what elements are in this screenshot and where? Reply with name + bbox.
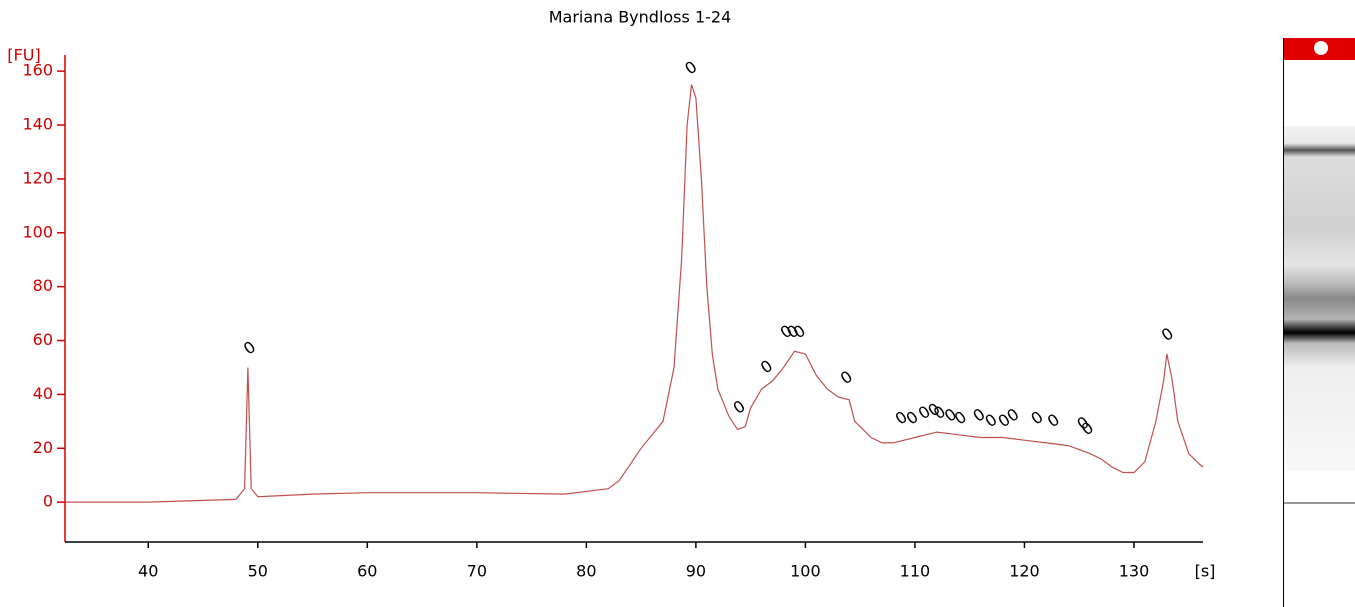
peak-label: 0 bbox=[1078, 418, 1097, 439]
y-tick-label: 40 bbox=[33, 384, 53, 403]
chart-title: Mariana Byndloss 1-24 bbox=[549, 8, 732, 27]
gel-bands bbox=[1284, 126, 1355, 471]
x-axis-label: [s] bbox=[1195, 562, 1216, 581]
x-tick-label: 100 bbox=[790, 562, 821, 581]
y-tick-label: 0 bbox=[43, 492, 53, 511]
x-tick-label: 130 bbox=[1119, 562, 1150, 581]
gel-lane bbox=[1283, 38, 1355, 607]
peak-label: 0 bbox=[681, 57, 700, 78]
x-tick-label: 120 bbox=[1009, 562, 1040, 581]
y-tick-label: 120 bbox=[22, 168, 53, 187]
peak-label: 0 bbox=[757, 356, 776, 377]
peak-label: 0 bbox=[729, 396, 748, 417]
x-tick-label: 90 bbox=[686, 562, 706, 581]
x-tick-label: 110 bbox=[900, 562, 931, 581]
y-tick-label: 20 bbox=[33, 438, 53, 457]
y-axis-label: [FU] bbox=[7, 46, 40, 65]
peak-label: 0 bbox=[240, 337, 259, 358]
y-tick-label: 160 bbox=[22, 61, 53, 80]
peak-label: 0 bbox=[1027, 407, 1046, 428]
peak-label: 0 bbox=[1044, 410, 1063, 431]
x-tick-label: 80 bbox=[576, 562, 596, 581]
chart: Mariana Byndloss 1-24 [FU] [s] 0 20 40 60 80… bbox=[7, 8, 1216, 581]
peak-label: 0 bbox=[951, 407, 970, 428]
x-tick-label: 50 bbox=[248, 562, 268, 581]
y-tick-label: 60 bbox=[33, 330, 53, 349]
y-tick-label: 80 bbox=[33, 276, 53, 295]
gel-icon bbox=[1314, 41, 1328, 55]
x-tick-label: 60 bbox=[357, 562, 377, 581]
y-tick-label: 140 bbox=[22, 115, 53, 134]
gel-header bbox=[1284, 38, 1355, 60]
x-tick-label: 40 bbox=[138, 562, 158, 581]
gel-marker-band bbox=[1284, 502, 1355, 504]
trace-line bbox=[65, 84, 1204, 503]
y-tick-label: 100 bbox=[22, 222, 53, 241]
peak-label: 0 bbox=[1158, 324, 1177, 345]
peak-label: 0 bbox=[837, 367, 856, 388]
x-tick-label: 70 bbox=[467, 562, 487, 581]
